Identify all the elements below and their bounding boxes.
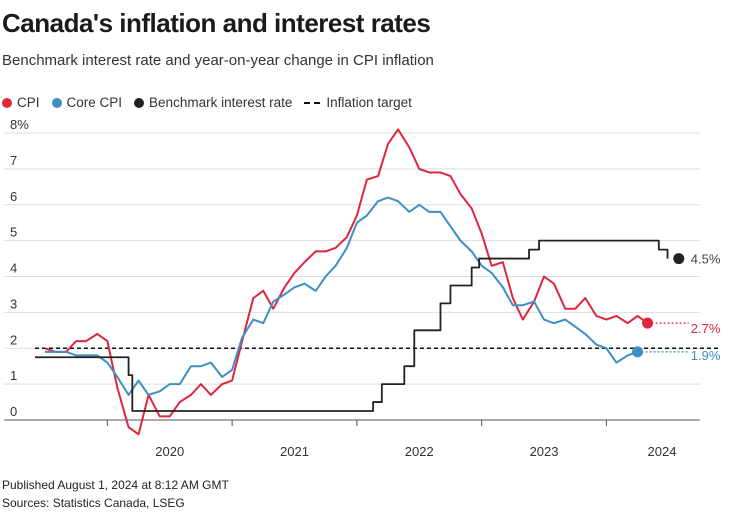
y-tick-label: 3 [10, 296, 17, 311]
core_cpi-end-marker [632, 346, 644, 358]
benchmark-end-label: 4.5% [691, 252, 721, 267]
benchmark-series-line [35, 239, 669, 412]
y-tick-label: 1 [10, 368, 17, 383]
y-tick-label: 8% [10, 118, 29, 132]
legend-item-benchmark: Benchmark interest rate [134, 95, 292, 110]
core_cpi-end-label: 1.9% [691, 348, 721, 363]
legend-label-target: Inflation target [326, 95, 412, 110]
cpi-dot-icon [2, 97, 12, 108]
y-tick-label: 2 [10, 332, 17, 347]
y-tick-label: 0 [10, 404, 17, 419]
legend-label-cpi: CPI [17, 95, 40, 110]
legend-item-core-cpi: Core CPI [51, 95, 123, 110]
legend-item-target: Inflation target [304, 95, 412, 110]
chart-area: 0 1 2 3 4 5 6 7 8% 2020 2021 2022 2023 2024 2.7% 1.9% 4.… [4, 118, 721, 459]
chart-title: Canada's inflation and interest rates [2, 8, 431, 38]
x-tick-label: 2024 [648, 444, 677, 459]
y-tick-label: 7 [10, 153, 17, 168]
core_cpi-series-line [44, 196, 638, 396]
benchmark-dot-icon [134, 97, 145, 108]
x-tick-label: 2020 [155, 444, 184, 459]
cpi-series-line [44, 128, 649, 436]
y-tick-label: 4 [10, 261, 17, 276]
x-tick-label: 2023 [530, 444, 559, 459]
cpi-end-label: 2.7% [691, 321, 721, 336]
legend-label-core-cpi: Core CPI [66, 95, 123, 110]
y-tick-label: 5 [10, 225, 17, 240]
benchmark-end-marker [673, 253, 685, 265]
core-cpi-dot-icon [51, 97, 62, 108]
chart-subtitle: Benchmark interest rate and year-on-year… [2, 52, 434, 69]
legend: CPI Core CPI Benchmark interest rate Inf… [2, 95, 424, 110]
y-tick-label: 6 [10, 189, 17, 204]
sources: Sources: Statistics Canada, LSEG [2, 496, 185, 510]
published-date: Published August 1, 2024 at 8:12 AM GMT [2, 478, 229, 492]
legend-item-cpi: CPI [2, 95, 40, 110]
legend-label-benchmark: Benchmark interest rate [149, 95, 293, 110]
cpi-end-marker [642, 317, 654, 329]
x-tick-label: 2022 [405, 444, 434, 459]
x-tick-label: 2021 [280, 444, 309, 459]
dashed-line-icon [304, 101, 321, 104]
